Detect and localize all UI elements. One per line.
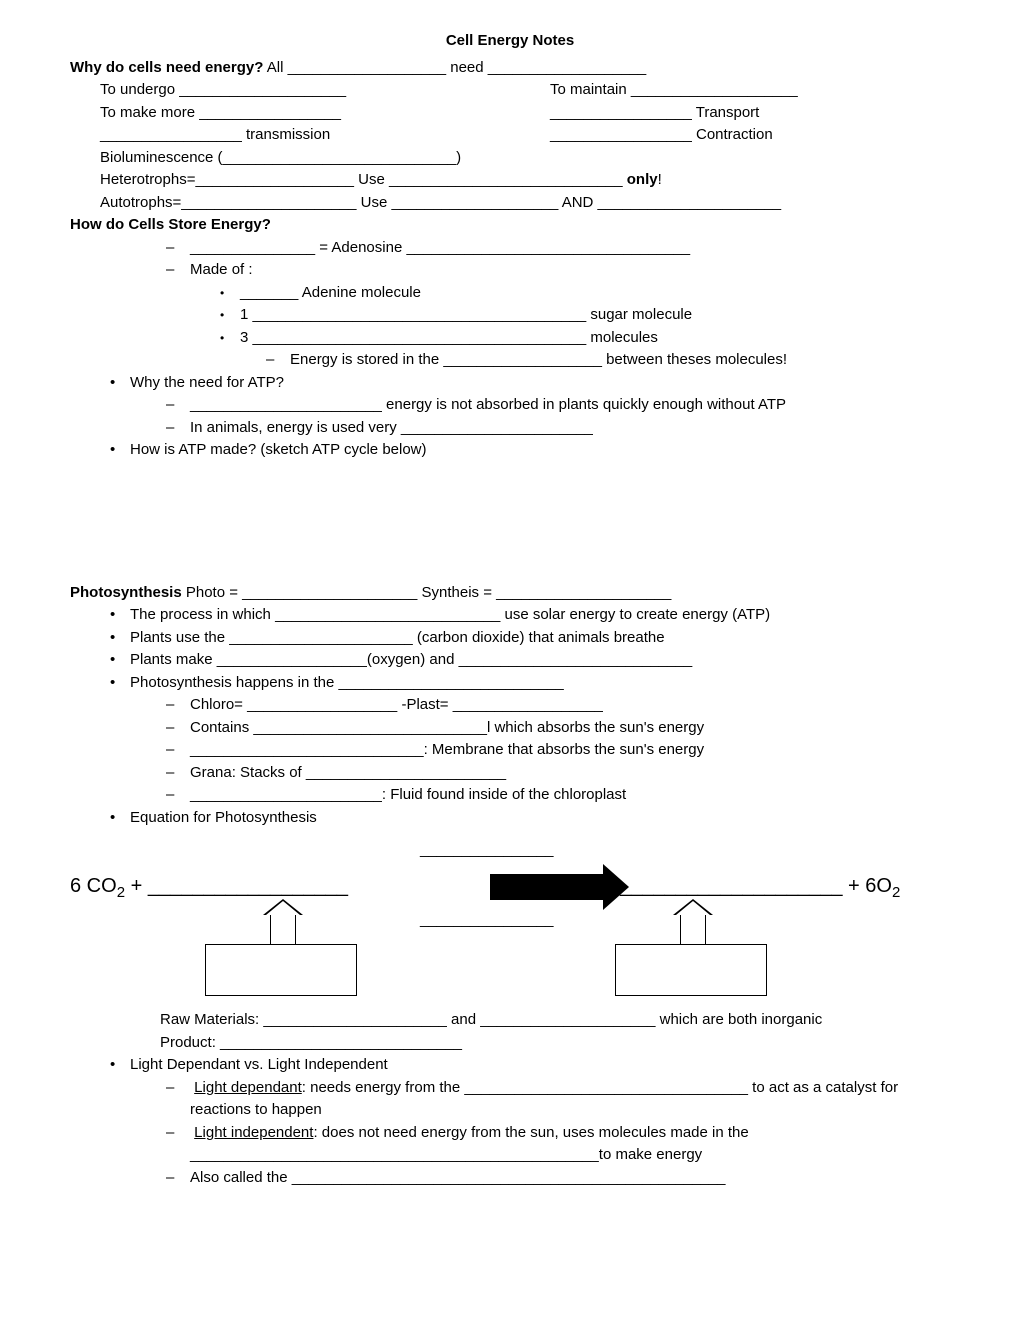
equation-diagram: 6 CO2 + __________________ _____________… [70, 839, 950, 999]
product-line: Product: _____________________________ [160, 1032, 950, 1055]
molecules-line: 3 ______________________________________… [240, 327, 950, 350]
energy-stored-line: Energy is stored in the ________________… [290, 349, 950, 372]
fluid-line: _______________________: Fluid found ins… [190, 784, 950, 807]
autotrophs-line: Autotrophs=_____________________ Use ___… [100, 192, 950, 215]
col2-l1: To maintain ____________________ [550, 79, 950, 102]
col2-l2: _________________ Transport [550, 102, 950, 125]
equation-heading: Equation for Photosynthesis [130, 807, 950, 830]
made-of: Made of : [190, 259, 950, 282]
col1-l2: To make more _________________ [100, 102, 550, 125]
chloro-plast: Chloro= __________________ -Plast= _____… [190, 694, 950, 717]
section2-heading: How do Cells Store Energy? [70, 214, 950, 237]
photosynthesis-heading-line: Photosynthesis Photo = _________________… [70, 582, 950, 605]
heterotrophs-line: Heterotrophs=___________________ Use ___… [100, 169, 950, 192]
col1-l3: _________________ transmission [100, 124, 550, 147]
membrane-line: ____________________________: Membrane t… [190, 739, 950, 762]
sketch-area [70, 462, 950, 582]
also-called-line: Also called the ________________________… [190, 1167, 950, 1190]
col2-l3: _________________ Contraction [550, 124, 950, 147]
section1-heading: Why do cells need energy? [70, 59, 263, 76]
reactant-box [205, 944, 357, 996]
photo-b4: Photosynthesis happens in the __________… [130, 672, 950, 695]
product-box [615, 944, 767, 996]
photo-b2: Plants use the ______________________ (c… [130, 627, 950, 650]
light-dep-indep-heading: Light Dependant vs. Light Independent [130, 1054, 950, 1077]
grana-line: Grana: Stacks of _______________________… [190, 762, 950, 785]
section1-line1: All ___________________ need ___________… [263, 59, 646, 76]
contains-line: Contains ____________________________l w… [190, 717, 950, 740]
why-atp-1: _______________________ energy is not ab… [190, 394, 950, 417]
bioluminescence-line: Bioluminescence (_______________________… [100, 147, 950, 170]
raw-materials-line: Raw Materials: ______________________ an… [160, 1009, 950, 1032]
light-independent-line: Light independent: does not need energy … [190, 1122, 950, 1167]
col1-l1: To undergo ____________________ [100, 79, 550, 102]
how-atp-made: How is ATP made? (sketch ATP cycle below… [130, 439, 950, 462]
why-atp-heading: Why the need for ATP? [130, 372, 950, 395]
reaction-arrow-icon [490, 874, 605, 900]
up-arrow-icon [680, 914, 706, 945]
page-title: Cell Energy Notes [70, 30, 950, 53]
photo-b1: The process in which ___________________… [130, 604, 950, 627]
photo-b3: Plants make __________________(oxygen) a… [130, 649, 950, 672]
adenine-line: _______ Adenine molecule [240, 282, 950, 305]
light-dependant-line: Light dependant: needs energy from the _… [190, 1077, 950, 1122]
why-atp-2: In animals, energy is used very ________… [190, 417, 950, 440]
atp-definition: _______________ = Adenosine ____________… [190, 237, 950, 260]
section1-heading-line: Why do cells need energy? All __________… [70, 57, 950, 80]
photosynthesis-heading: Photosynthesis [70, 584, 182, 601]
up-arrow-icon [270, 914, 296, 945]
sugar-line: 1 ______________________________________… [240, 304, 950, 327]
